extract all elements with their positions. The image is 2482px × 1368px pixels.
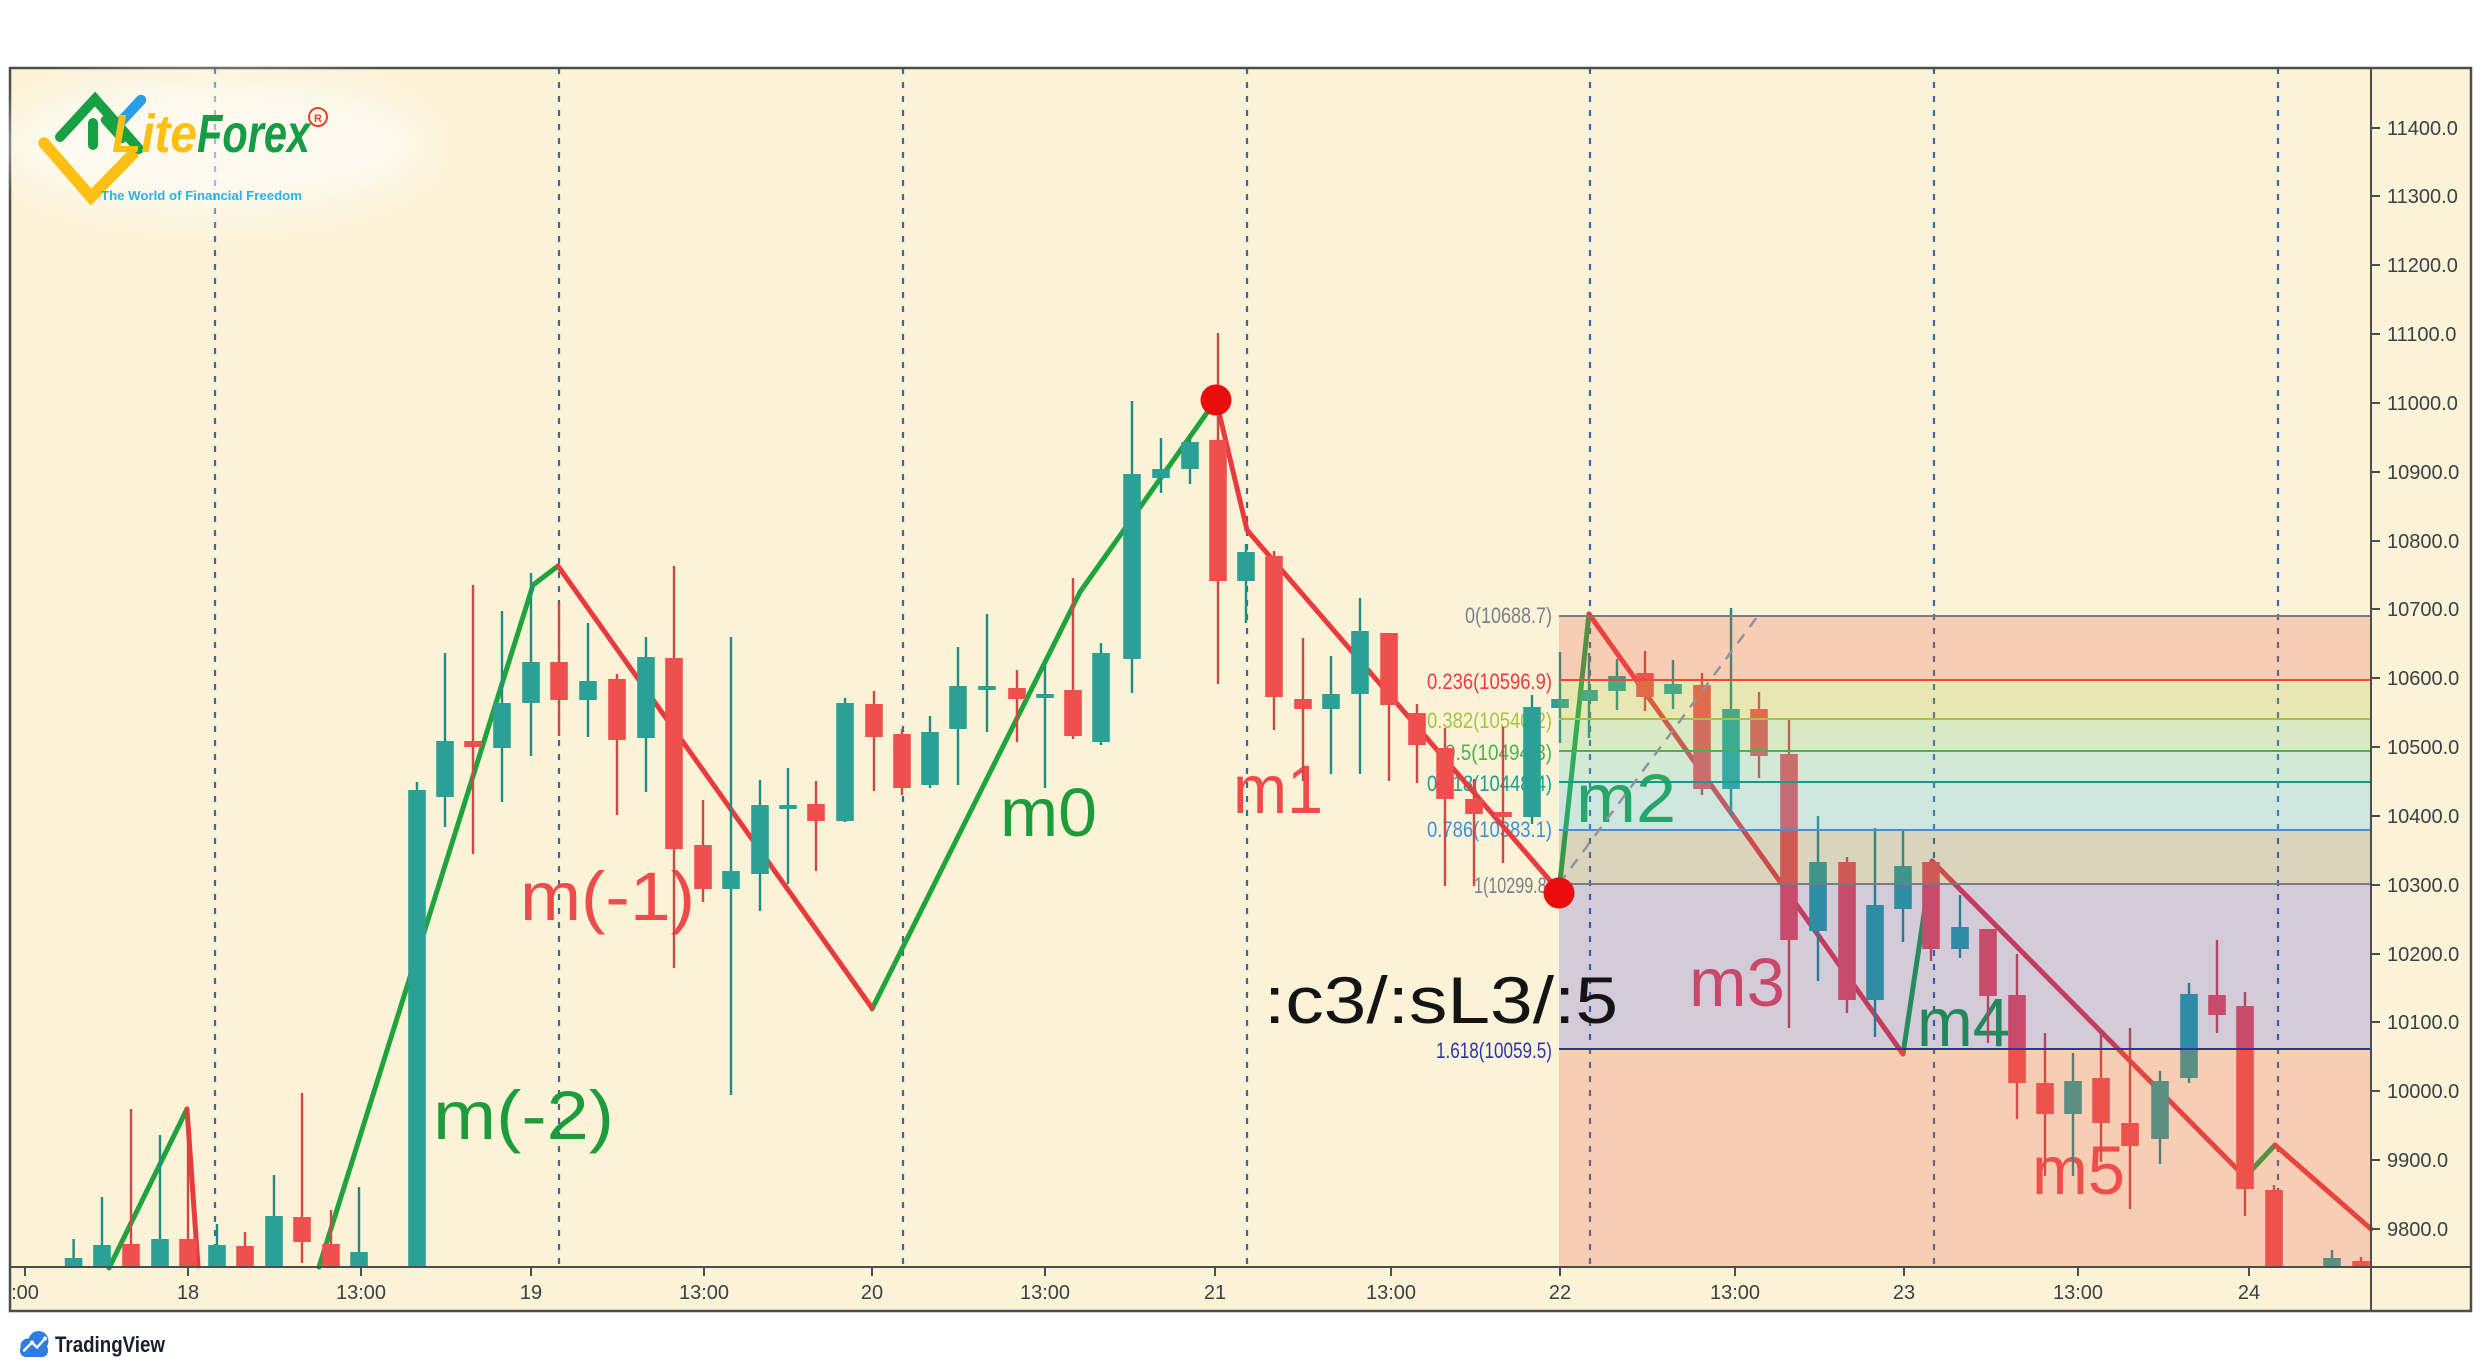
svg-text:The World of Financial Freedom: The World of Financial Freedom	[101, 188, 302, 203]
svg-text:0(10688.7): 0(10688.7)	[1465, 603, 1552, 628]
svg-text:1.618(10059.5): 1.618(10059.5)	[1436, 1038, 1552, 1063]
svg-text:13:00: 13:00	[679, 1282, 729, 1304]
svg-text:21: 21	[1204, 1282, 1226, 1304]
svg-text:m1: m1	[1233, 751, 1323, 828]
svg-text:13:00: 13:00	[1020, 1282, 1070, 1304]
svg-text:10500.0: 10500.0	[2387, 737, 2459, 759]
svg-text:10800.0: 10800.0	[2387, 531, 2459, 553]
svg-text:9900.0: 9900.0	[2387, 1150, 2448, 1172]
svg-text:10200.0: 10200.0	[2387, 944, 2459, 966]
svg-text:11200.0: 11200.0	[2387, 255, 2458, 277]
svg-text:11300.0: 11300.0	[2387, 186, 2458, 208]
svg-text::c3/:sL3/:5: :c3/:sL3/:5	[1264, 963, 1618, 1037]
svg-text:10600.0: 10600.0	[2387, 668, 2459, 690]
svg-text:m3: m3	[1689, 944, 1785, 1021]
svg-text:13:00: 13:00	[1366, 1282, 1416, 1304]
svg-text::00: :00	[11, 1282, 39, 1304]
svg-text:24: 24	[2238, 1282, 2260, 1304]
svg-text:13:00: 13:00	[336, 1282, 386, 1304]
svg-text:13:00: 13:00	[2053, 1282, 2103, 1304]
svg-text:m(-2): m(-2)	[433, 1077, 614, 1154]
svg-text:20: 20	[861, 1282, 883, 1304]
svg-text:m5: m5	[2032, 1132, 2125, 1209]
svg-text:11000.0: 11000.0	[2387, 393, 2458, 415]
svg-text:23: 23	[1893, 1282, 1915, 1304]
svg-text:0.236(10596.9): 0.236(10596.9)	[1427, 669, 1552, 694]
svg-text:13:00: 13:00	[1710, 1282, 1760, 1304]
svg-text:m(-1): m(-1)	[520, 858, 695, 935]
svg-text:Lite: Lite	[112, 104, 197, 164]
svg-text:1(10299.8): 1(10299.8)	[1474, 873, 1552, 898]
svg-text:9800.0: 9800.0	[2387, 1219, 2448, 1241]
svg-text:10400.0: 10400.0	[2387, 806, 2459, 828]
svg-text:10700.0: 10700.0	[2387, 599, 2459, 621]
svg-text:m0: m0	[1000, 774, 1097, 851]
svg-text:11400.0: 11400.0	[2387, 118, 2458, 140]
svg-text:10100.0: 10100.0	[2387, 1012, 2459, 1034]
svg-text:18: 18	[177, 1282, 199, 1304]
svg-text:22: 22	[1549, 1282, 1571, 1304]
svg-text:19: 19	[520, 1282, 542, 1304]
svg-text:11100.0: 11100.0	[2387, 324, 2456, 346]
svg-text:10300.0: 10300.0	[2387, 875, 2459, 897]
svg-text:m2: m2	[1576, 760, 1676, 837]
svg-text:TradingView: TradingView	[55, 1332, 165, 1357]
svg-text:10900.0: 10900.0	[2387, 462, 2459, 484]
svg-text:10000.0: 10000.0	[2387, 1081, 2459, 1103]
svg-text:Forex: Forex	[197, 104, 312, 164]
svg-text:R: R	[314, 113, 322, 125]
